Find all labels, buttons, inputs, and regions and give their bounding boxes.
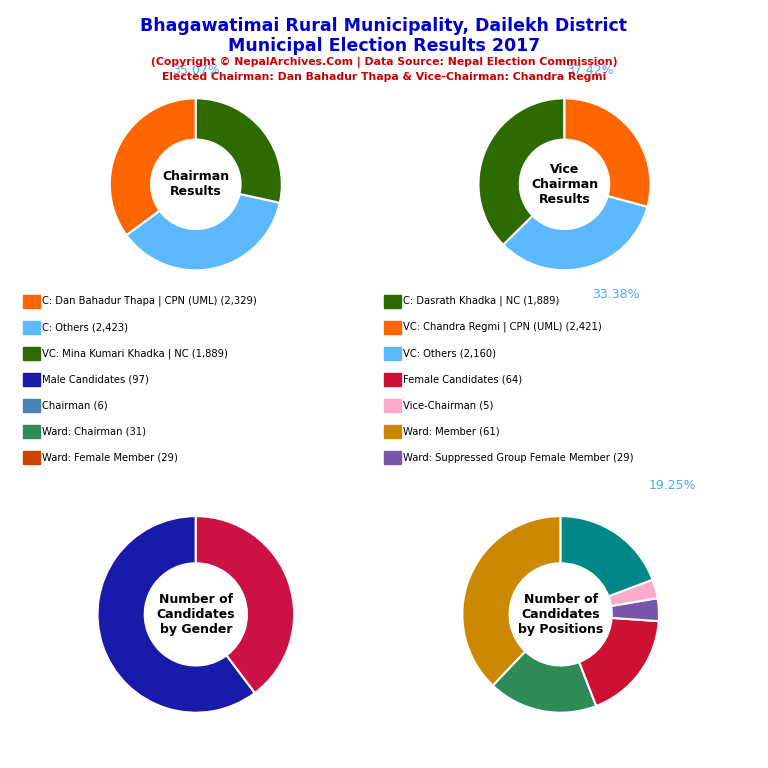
Wedge shape bbox=[127, 194, 280, 270]
Text: 3.11%: 3.11% bbox=[0, 767, 1, 768]
Text: Elected Chairman: Dan Bahadur Thapa & Vice-Chairman: Chandra Regmi: Elected Chairman: Dan Bahadur Thapa & Vi… bbox=[162, 72, 606, 82]
Wedge shape bbox=[196, 516, 294, 693]
Text: Female Candidates (64): Female Candidates (64) bbox=[403, 374, 522, 385]
Text: 33.38%: 33.38% bbox=[592, 287, 640, 300]
Text: C: Dan Bahadur Thapa | CPN (UML) (2,329): C: Dan Bahadur Thapa | CPN (UML) (2,329) bbox=[42, 296, 257, 306]
Wedge shape bbox=[611, 598, 659, 621]
Text: Number of
Candidates
by Positions: Number of Candidates by Positions bbox=[518, 593, 604, 636]
Wedge shape bbox=[110, 98, 196, 235]
Text: 28.44%: 28.44% bbox=[0, 767, 1, 768]
Wedge shape bbox=[579, 618, 659, 706]
Text: Ward: Member (61): Ward: Member (61) bbox=[403, 426, 500, 437]
Text: Chairman
Results: Chairman Results bbox=[162, 170, 230, 198]
Text: VC: Others (2,160): VC: Others (2,160) bbox=[403, 348, 496, 359]
Wedge shape bbox=[98, 516, 255, 713]
Wedge shape bbox=[493, 651, 596, 713]
Text: 18.01%: 18.01% bbox=[0, 767, 1, 768]
Text: Ward: Suppressed Group Female Member (29): Ward: Suppressed Group Female Member (29… bbox=[403, 452, 634, 463]
Text: Municipal Election Results 2017: Municipal Election Results 2017 bbox=[228, 37, 540, 55]
Text: (Copyright © NepalArchives.Com | Data Source: Nepal Election Commission): (Copyright © NepalArchives.Com | Data So… bbox=[151, 57, 617, 68]
Wedge shape bbox=[478, 98, 564, 245]
Text: Male Candidates (97): Male Candidates (97) bbox=[42, 374, 149, 385]
Text: Ward: Female Member (29): Ward: Female Member (29) bbox=[42, 452, 178, 463]
Text: Ward: Chairman (31): Ward: Chairman (31) bbox=[42, 426, 146, 437]
Wedge shape bbox=[503, 196, 647, 270]
Text: 19.25%: 19.25% bbox=[649, 478, 697, 492]
Wedge shape bbox=[462, 516, 561, 686]
Text: Chairman (6): Chairman (6) bbox=[42, 400, 108, 411]
Text: C: Dasrath Khadka | NC (1,889): C: Dasrath Khadka | NC (1,889) bbox=[403, 296, 560, 306]
Text: 35.07%: 35.07% bbox=[172, 64, 220, 77]
Text: 18.01%: 18.01% bbox=[0, 767, 1, 768]
Wedge shape bbox=[196, 98, 282, 203]
Text: Vice
Chairman
Results: Vice Chairman Results bbox=[531, 163, 598, 206]
Text: VC: Mina Kumari Khadka | NC (1,889): VC: Mina Kumari Khadka | NC (1,889) bbox=[42, 348, 228, 359]
Text: 36.49%: 36.49% bbox=[0, 767, 1, 768]
Text: VC: Chandra Regmi | CPN (UML) (2,421): VC: Chandra Regmi | CPN (UML) (2,421) bbox=[403, 322, 602, 333]
Wedge shape bbox=[564, 98, 650, 207]
Wedge shape bbox=[561, 516, 653, 596]
Text: C: Others (2,423): C: Others (2,423) bbox=[42, 322, 128, 333]
Wedge shape bbox=[608, 580, 657, 606]
Text: 29.20%: 29.20% bbox=[0, 767, 1, 768]
Text: 37.42%: 37.42% bbox=[567, 64, 614, 77]
Text: 37.89%: 37.89% bbox=[0, 767, 1, 768]
Text: 3.73%: 3.73% bbox=[0, 767, 1, 768]
Text: 39.75%: 39.75% bbox=[0, 767, 1, 768]
Text: Bhagawatimai Rural Municipality, Dailekh District: Bhagawatimai Rural Municipality, Dailekh… bbox=[141, 17, 627, 35]
Text: Number of
Candidates
by Gender: Number of Candidates by Gender bbox=[157, 593, 235, 636]
Text: 60.25%: 60.25% bbox=[0, 767, 1, 768]
Text: Vice-Chairman (5): Vice-Chairman (5) bbox=[403, 400, 494, 411]
